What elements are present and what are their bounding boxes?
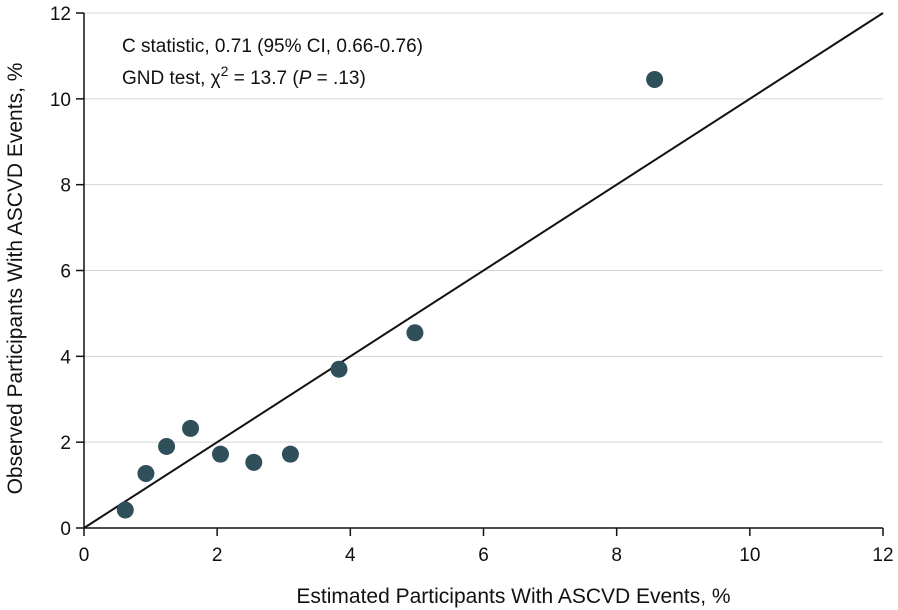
gnd-mid: = 13.7 ( xyxy=(228,68,299,89)
tick-labels: 0 2 4 6 8 10 12 0 2 4 6 8 10 12 xyxy=(50,4,894,566)
x-tick-label-4: 4 xyxy=(345,545,356,566)
y-tick-label-8: 8 xyxy=(60,176,71,197)
y-tick-label-4: 4 xyxy=(60,347,71,368)
y-tick-label-6: 6 xyxy=(60,262,71,283)
data-point-5 xyxy=(211,445,229,463)
data-point-8 xyxy=(330,360,348,378)
x-tick-label-12: 12 xyxy=(872,545,893,566)
x-tick-label-2: 2 xyxy=(212,545,223,566)
y-tick-label-10: 10 xyxy=(50,90,71,111)
data-point-2 xyxy=(137,464,155,482)
gnd-suffix: = .13) xyxy=(311,68,365,89)
gnd-test-annotation: GND test, χ2 = 13.7 (P = .13) xyxy=(122,63,366,89)
y-axis-label: Observed Participants With ASCVD Events,… xyxy=(4,63,27,495)
data-point-10 xyxy=(646,71,664,89)
x-tick-label-0: 0 xyxy=(79,545,90,566)
data-point-6 xyxy=(245,453,263,471)
y-tick-label-0: 0 xyxy=(60,519,71,540)
x-tick-label-10: 10 xyxy=(739,545,760,566)
data-points xyxy=(116,71,664,519)
x-tick-label-6: 6 xyxy=(478,545,489,566)
chi-square-superscript: 2 xyxy=(221,63,229,79)
x-axis-label: Estimated Participants With ASCVD Events… xyxy=(296,585,730,608)
data-point-7 xyxy=(281,445,299,463)
c-statistic-annotation: C statistic, 0.71 (95% CI, 0.66-0.76) xyxy=(122,36,423,57)
data-point-9 xyxy=(406,324,424,342)
p-italic: P xyxy=(299,68,312,89)
y-tick-label-2: 2 xyxy=(60,433,71,454)
x-tick-label-8: 8 xyxy=(611,545,622,566)
data-point-1 xyxy=(116,501,134,519)
identity-reference-line xyxy=(83,12,884,529)
data-point-4 xyxy=(182,419,200,437)
data-point-3 xyxy=(158,437,176,455)
gnd-prefix: GND test, χ xyxy=(122,68,221,89)
axes xyxy=(76,12,884,536)
y-tick-label-12: 12 xyxy=(50,4,71,25)
